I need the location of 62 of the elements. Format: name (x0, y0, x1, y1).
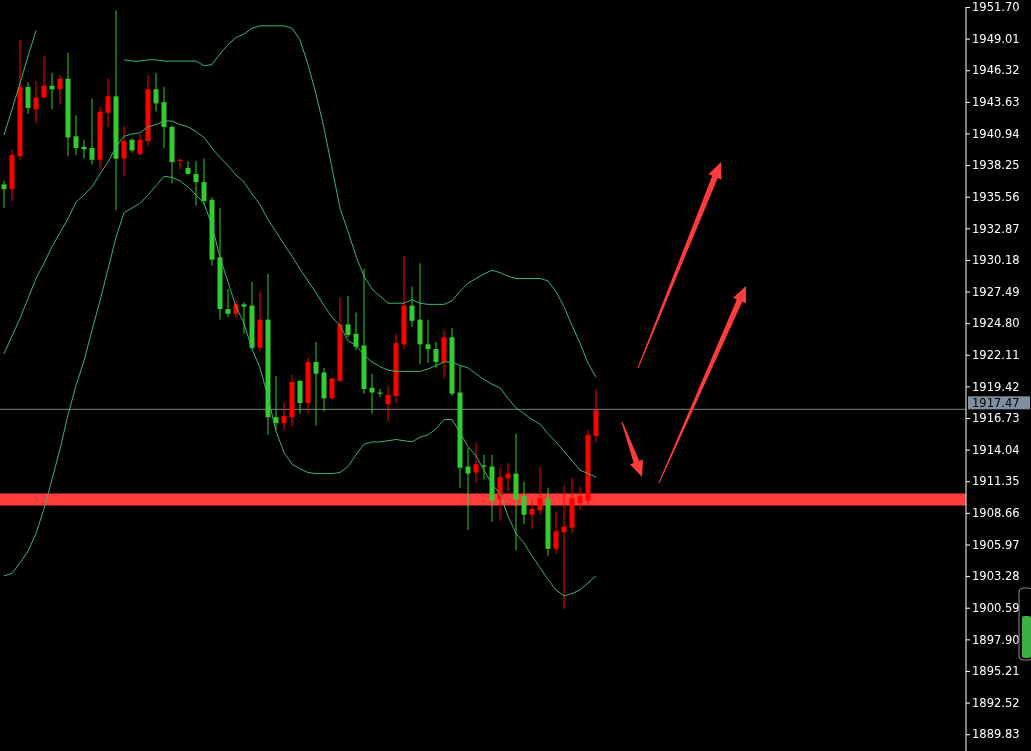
y-tick-label: 1897.90 (972, 632, 1020, 647)
y-tick-label: 1935.56 (972, 189, 1020, 204)
candlestick (185, 160, 191, 176)
candlestick (433, 341, 439, 369)
candlestick (481, 454, 487, 480)
candlestick (369, 373, 375, 415)
candlestick (193, 160, 199, 207)
y-tick-label: 1914.04 (972, 442, 1020, 457)
candlestick (73, 114, 79, 156)
candlestick (57, 74, 63, 106)
y-tick-label: 1892.52 (972, 695, 1020, 710)
candlestick (105, 78, 111, 128)
candlestick (121, 125, 127, 177)
candlestick (137, 133, 143, 156)
y-tick-label: 1895.21 (972, 664, 1020, 679)
y-tick-label: 1932.87 (972, 221, 1020, 236)
y-tick-label: 1900.59 (972, 600, 1020, 615)
y-tick-label: 1946.32 (972, 63, 1020, 78)
candlestick (313, 341, 319, 426)
candlestick (577, 486, 583, 511)
candlestick (345, 295, 351, 338)
candlestick (553, 510, 559, 555)
y-tick-label: 1938.25 (972, 158, 1020, 173)
candlestick (41, 55, 47, 100)
candlestick (425, 319, 431, 364)
candlestick (225, 288, 231, 318)
y-tick-label: 1919.42 (972, 379, 1020, 394)
candlestick (537, 466, 543, 516)
y-tick-label: 1911.35 (972, 474, 1020, 489)
y-tick-label: 1905.97 (972, 537, 1020, 552)
candlestick (281, 401, 287, 431)
y-tick-label: 1949.01 (972, 31, 1020, 46)
candlestick (201, 158, 207, 205)
candlestick (473, 442, 479, 484)
y-tick-label: 1903.28 (972, 569, 1020, 584)
y-tick-label: 1927.49 (972, 284, 1020, 299)
y-tick-label: 1916.73 (972, 411, 1020, 426)
candlestick (409, 286, 415, 328)
candlestick (273, 375, 279, 431)
y-tick-label: 1951.70 (972, 0, 1020, 15)
candlestick (89, 98, 95, 165)
candlestick (521, 481, 527, 525)
y-tick-label: 1943.63 (972, 95, 1020, 110)
y-tick-label: 1922.11 (972, 347, 1020, 362)
candlestick (353, 312, 359, 351)
ref-line-label: 1917.47 (972, 396, 1020, 411)
candlestick (465, 447, 471, 531)
candlestick (1, 180, 7, 209)
candlestick (153, 72, 159, 113)
y-tick-label: 1930.18 (972, 253, 1020, 268)
y-tick-label: 1908.66 (972, 506, 1020, 521)
line-series (3, 120, 597, 478)
line-series (3, 175, 597, 597)
candlestick (25, 81, 31, 115)
y-tick-label: 1924.80 (972, 316, 1020, 331)
y-tick-label: 1889.83 (972, 727, 1020, 742)
candlestick (385, 386, 391, 423)
candlestick (297, 380, 303, 415)
y-tick-label: 1940.94 (972, 126, 1020, 141)
candlestick (241, 301, 247, 335)
candlestick (529, 500, 535, 530)
candlestick (33, 80, 39, 124)
